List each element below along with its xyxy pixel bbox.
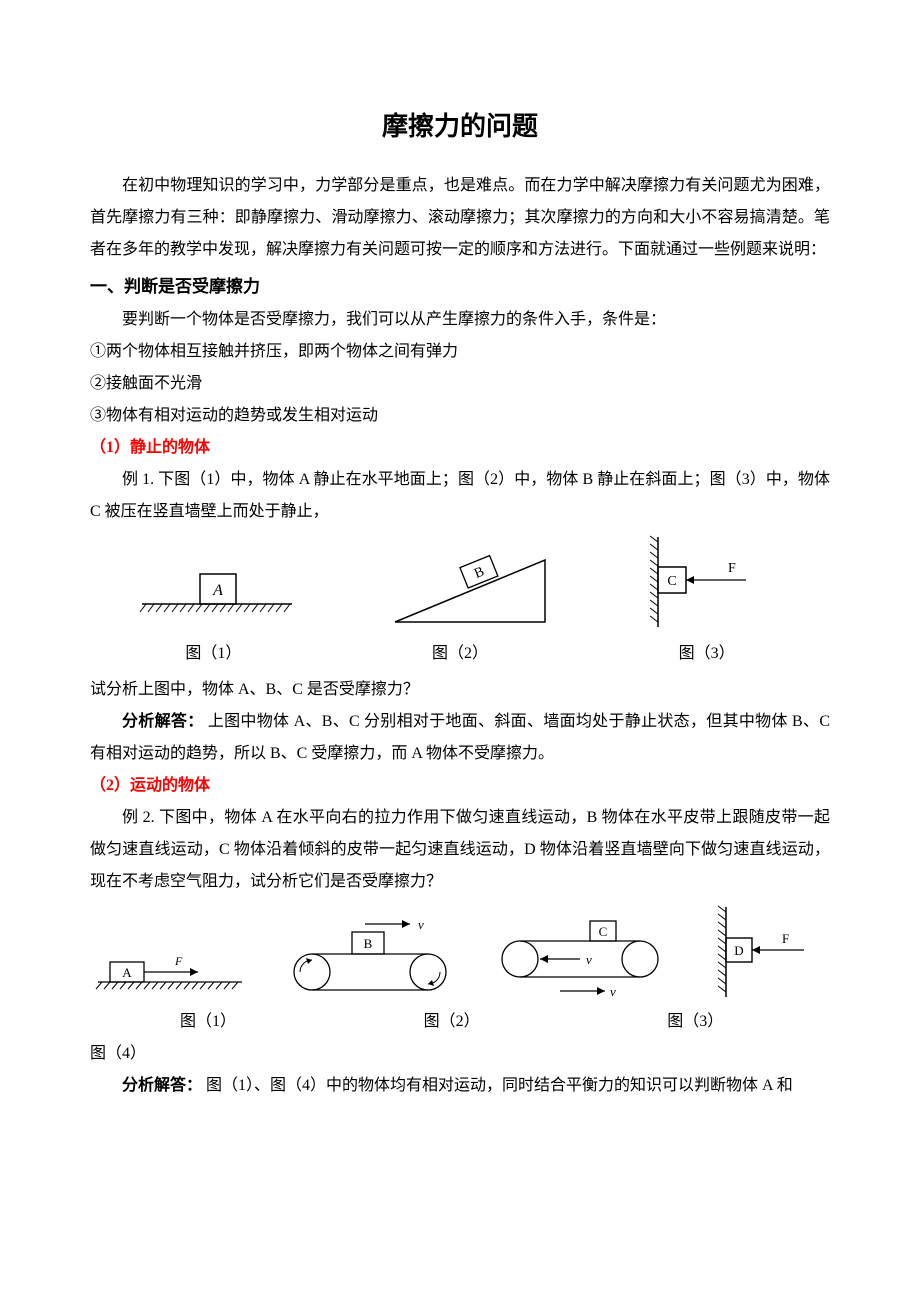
section-1-heading: 一、判断是否受摩擦力 [90, 270, 830, 304]
figure-2-4: D F [700, 902, 830, 1002]
answer-2-body: 图（1）、图（4）中的物体均有相对运动，同时结合平衡力的知识可以判断物体 A 和 [206, 1077, 793, 1094]
fig3-force: F [728, 561, 736, 576]
intro-paragraph: 在初中物理知识的学习中，力学部分是重点，也是难点。而在力学中解决摩擦力有关问题尤… [90, 170, 830, 266]
fig1-label: A [212, 582, 223, 599]
block-pulled-icon: A F [90, 932, 250, 1002]
example-1-answer: 分析解答： 上图中物体 A、B、C 分别相对于地面、斜面、墙面均处于静止状态，但… [90, 706, 830, 770]
block-on-wall-icon: C F [628, 532, 798, 632]
example-2-answer: 分析解答： 图（1）、图（4）中的物体均有相对运动，同时结合平衡力的知识可以判断… [90, 1070, 830, 1102]
answer-2-label: 分析解答： [122, 1077, 202, 1094]
part-1-heading: （1）静止的物体 [90, 432, 830, 464]
page: 摩擦力的问题 在初中物理知识的学习中，力学部分是重点，也是难点。而在力学中解决摩… [0, 0, 920, 1162]
figure-2-2: v B [280, 912, 460, 1002]
condition-2: ②接触面不光滑 [90, 368, 830, 400]
example-2-lead: 例 2. 下图中，物体 A 在水平向右的拉力作用下做匀速直线运动，B 物体在水平… [90, 802, 830, 898]
caption-2-2: 图（2） [424, 1006, 602, 1038]
section-1-lead: 要判断一个物体是否受摩擦力，我们可以从产生摩擦力的条件入手，条件是： [90, 304, 830, 336]
fig24-force: F [782, 931, 789, 946]
page-title: 摩擦力的问题 [90, 100, 830, 152]
figure-row-1: A [90, 532, 830, 632]
fig22-label: B [364, 936, 373, 951]
caption-2-1: 图（1） [90, 1006, 358, 1038]
fig23-label: C [599, 924, 608, 939]
fig22-vel: v [418, 917, 424, 932]
belt-horizontal-icon: v B [280, 912, 460, 1002]
caption-1: 图（1） [185, 638, 241, 670]
example-1-question: 试分析上图中，物体 A、B、C 是否受摩擦力？ [90, 674, 830, 706]
answer-1-label: 分析解答： [122, 713, 204, 730]
caption-row-1: 图（1） 图（2） 图（3） [90, 638, 830, 670]
condition-1: ①两个物体相互接触并挤压，即两个物体之间有弹力 [90, 336, 830, 368]
fig21-force: F [174, 954, 183, 968]
caption-row-2: 图（1） 图（2） 图（3） 图（4） [90, 1006, 830, 1070]
condition-3: ③物体有相对运动的趋势或发生相对运动 [90, 400, 830, 432]
caption-3: 图（3） [679, 638, 735, 670]
fig24-label: D [734, 943, 743, 958]
figure-1: A [122, 552, 312, 632]
fig23-vel2: v [610, 984, 616, 999]
caption-2-3: 图（3） [667, 1006, 830, 1038]
caption-2: 图（2） [432, 638, 488, 670]
fig23-vel1: v [586, 952, 592, 967]
figure-2: B [375, 542, 565, 632]
fig3-label: C [668, 574, 677, 589]
fig21-label: A [122, 965, 132, 980]
caption-2-4: 图（4） [90, 1038, 253, 1070]
figure-3: C F [628, 532, 798, 632]
block-on-wall-2-icon: D F [700, 902, 830, 1002]
belt-2-icon: C v v [490, 907, 670, 1002]
block-on-incline-icon: B [375, 542, 565, 632]
part-2-heading: （2）运动的物体 [90, 770, 830, 802]
figure-2-3: C v v [490, 907, 670, 1002]
example-1-lead: 例 1. 下图（1）中，物体 A 静止在水平地面上；图（2）中，物体 B 静止在… [90, 464, 830, 528]
figure-2-1: A F [90, 932, 250, 1002]
figure-row-2: A F [90, 902, 830, 1002]
block-on-ground-icon: A [122, 552, 312, 632]
